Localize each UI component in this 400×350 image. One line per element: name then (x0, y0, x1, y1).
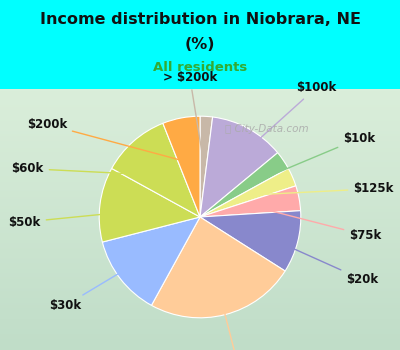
Wedge shape (163, 116, 200, 217)
Wedge shape (99, 168, 200, 242)
Text: $125k: $125k (254, 182, 394, 195)
Wedge shape (200, 211, 301, 271)
Text: $60k: $60k (12, 162, 160, 175)
Wedge shape (200, 117, 278, 217)
Wedge shape (102, 217, 200, 305)
Text: $40k: $40k (214, 273, 254, 350)
Text: ⓘ City-Data.com: ⓘ City-Data.com (225, 124, 309, 134)
Text: $20k: $20k (256, 232, 378, 286)
Wedge shape (152, 217, 285, 318)
Wedge shape (200, 186, 301, 217)
Wedge shape (200, 168, 296, 217)
Text: $30k: $30k (49, 252, 154, 312)
Text: (%): (%) (185, 37, 215, 52)
Wedge shape (112, 123, 200, 217)
Text: > $200k: > $200k (163, 71, 217, 159)
Text: $10k: $10k (248, 132, 375, 185)
Text: Income distribution in Niobrara, NE: Income distribution in Niobrara, NE (40, 12, 360, 27)
Wedge shape (200, 153, 288, 217)
Wedge shape (200, 116, 213, 217)
Text: $100k: $100k (229, 82, 336, 167)
Text: $200k: $200k (27, 118, 187, 162)
Text: $75k: $75k (257, 207, 382, 241)
Text: All residents: All residents (153, 61, 247, 74)
Text: $50k: $50k (8, 210, 142, 229)
